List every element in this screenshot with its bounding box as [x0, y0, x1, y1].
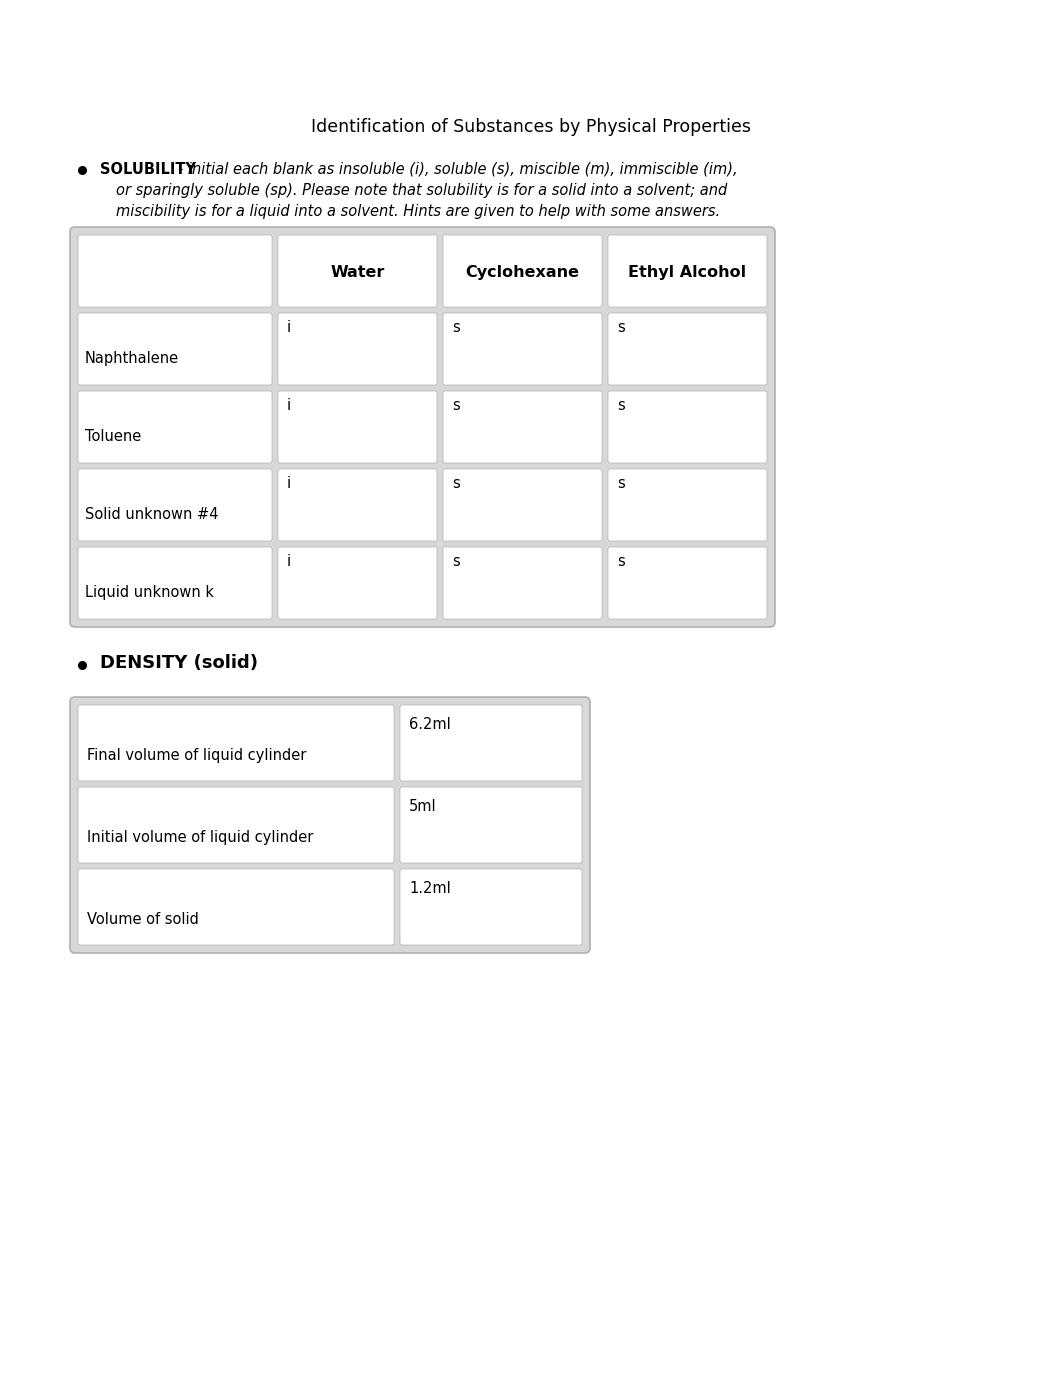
FancyBboxPatch shape	[443, 235, 602, 307]
FancyBboxPatch shape	[78, 869, 394, 945]
Text: Volume of solid: Volume of solid	[87, 912, 199, 927]
FancyBboxPatch shape	[400, 788, 582, 863]
Text: SOLUBILITY: SOLUBILITY	[100, 162, 196, 178]
Text: s: s	[452, 319, 460, 335]
FancyBboxPatch shape	[78, 235, 272, 307]
FancyBboxPatch shape	[70, 697, 590, 953]
FancyBboxPatch shape	[278, 391, 436, 463]
Text: s: s	[617, 475, 624, 490]
Text: - initial each blank as insoluble (i), soluble (s), miscible (m), immiscible (im: - initial each blank as insoluble (i), s…	[178, 162, 738, 178]
Text: i: i	[287, 398, 291, 413]
Text: Identification of Substances by Physical Properties: Identification of Substances by Physical…	[311, 118, 751, 136]
Text: Cyclohexane: Cyclohexane	[465, 264, 580, 280]
Text: s: s	[617, 319, 624, 335]
Text: 6.2ml: 6.2ml	[409, 717, 450, 733]
Text: Initial volume of liquid cylinder: Initial volume of liquid cylinder	[87, 830, 313, 845]
FancyBboxPatch shape	[78, 547, 272, 620]
FancyBboxPatch shape	[609, 235, 767, 307]
FancyBboxPatch shape	[278, 547, 436, 620]
Text: 1.2ml: 1.2ml	[409, 881, 450, 896]
Text: miscibility is for a liquid into a solvent. Hints are given to help with some an: miscibility is for a liquid into a solve…	[116, 204, 720, 219]
FancyBboxPatch shape	[609, 470, 767, 541]
FancyBboxPatch shape	[278, 470, 436, 541]
FancyBboxPatch shape	[78, 391, 272, 463]
Text: s: s	[617, 554, 624, 569]
Text: Naphthalene: Naphthalene	[85, 351, 179, 366]
Text: Final volume of liquid cylinder: Final volume of liquid cylinder	[87, 748, 306, 763]
Text: i: i	[287, 475, 291, 490]
FancyBboxPatch shape	[443, 470, 602, 541]
Text: i: i	[287, 554, 291, 569]
FancyBboxPatch shape	[278, 235, 436, 307]
Text: Solid unknown #4: Solid unknown #4	[85, 507, 219, 522]
Text: Liquid unknown k: Liquid unknown k	[85, 585, 215, 600]
FancyBboxPatch shape	[609, 391, 767, 463]
FancyBboxPatch shape	[443, 547, 602, 620]
FancyBboxPatch shape	[400, 869, 582, 945]
FancyBboxPatch shape	[78, 313, 272, 386]
FancyBboxPatch shape	[70, 227, 775, 627]
FancyBboxPatch shape	[609, 313, 767, 386]
Text: Ethyl Alcohol: Ethyl Alcohol	[629, 264, 747, 280]
Text: DENSITY (solid): DENSITY (solid)	[100, 654, 258, 672]
Text: s: s	[452, 398, 460, 413]
Text: 5ml: 5ml	[409, 800, 436, 814]
FancyBboxPatch shape	[400, 705, 582, 781]
FancyBboxPatch shape	[443, 313, 602, 386]
Text: Toluene: Toluene	[85, 428, 141, 443]
FancyBboxPatch shape	[443, 391, 602, 463]
FancyBboxPatch shape	[278, 313, 436, 386]
Text: i: i	[287, 319, 291, 335]
FancyBboxPatch shape	[78, 788, 394, 863]
Text: Water: Water	[330, 264, 384, 280]
Text: s: s	[452, 475, 460, 490]
Text: s: s	[452, 554, 460, 569]
Text: s: s	[617, 398, 624, 413]
FancyBboxPatch shape	[78, 470, 272, 541]
FancyBboxPatch shape	[609, 547, 767, 620]
FancyBboxPatch shape	[78, 705, 394, 781]
Text: or sparingly soluble (sp). Please note that solubility is for a solid into a sol: or sparingly soluble (sp). Please note t…	[116, 183, 727, 198]
